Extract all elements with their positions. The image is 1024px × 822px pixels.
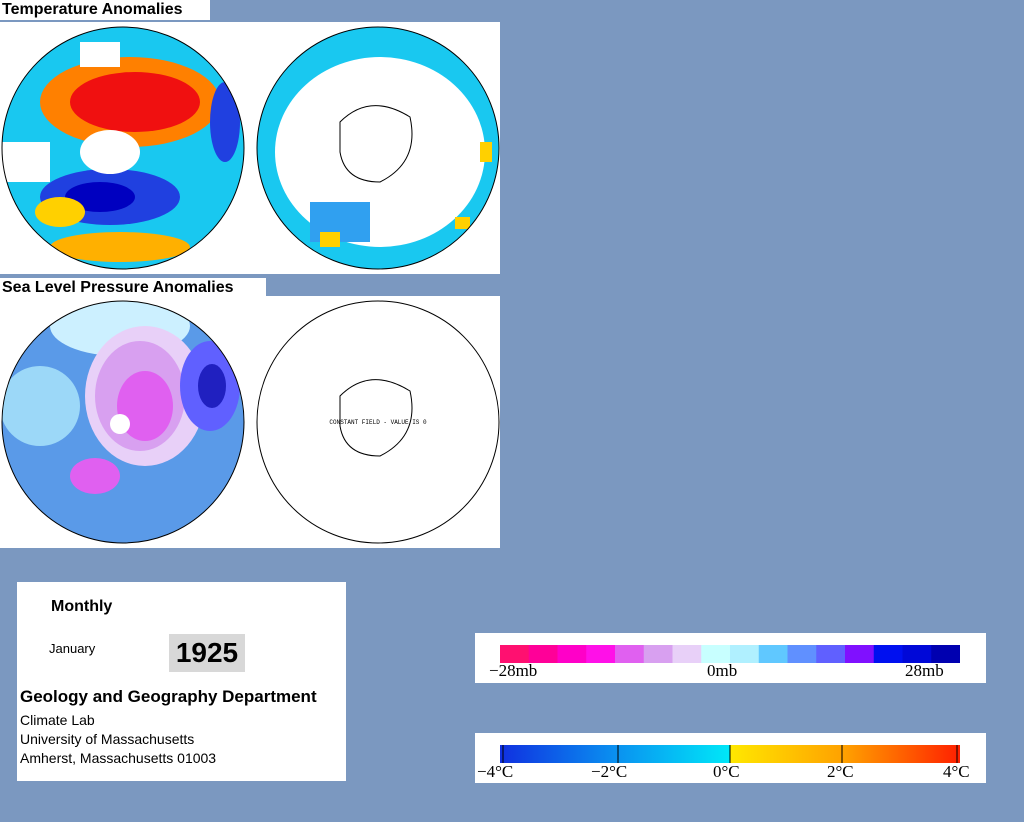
temperature-legend: −4°C −2°C 0°C 2°C 4°C (475, 733, 986, 783)
pressure-legend: −28mb 0mb 28mb (475, 633, 986, 683)
address: Climate Lab University of Massachusetts … (20, 711, 216, 768)
color-swatch (873, 645, 903, 663)
temperature-title: Temperature Anomalies (0, 0, 210, 20)
color-swatch (902, 645, 932, 663)
pressure-colorbar (500, 645, 960, 663)
color-swatch (500, 645, 530, 663)
legend-label: 2°C (827, 762, 854, 781)
period: Monthly (51, 598, 113, 615)
legend-label: −28mb (489, 661, 538, 680)
year: 1925 (169, 634, 245, 672)
legend-label: −4°C (477, 762, 514, 781)
legend-label: 0mb (707, 661, 738, 680)
month: January (49, 641, 96, 656)
legend-label: 4°C (943, 762, 970, 781)
address-line: University of Massachusetts (20, 731, 195, 747)
color-swatch (931, 645, 960, 663)
temperature-maps (0, 22, 500, 274)
constant-note: CONSTANT FIELD - VALUE IS 0 (329, 419, 427, 426)
color-swatch (845, 645, 875, 663)
color-swatch (557, 645, 587, 663)
color-swatch (758, 645, 788, 663)
color-swatch (615, 645, 645, 663)
pressure-title: Sea Level Pressure Anomalies (0, 278, 266, 298)
department: Geology and Geography Department (20, 687, 317, 706)
color-swatch (730, 645, 760, 663)
color-swatch (586, 645, 616, 663)
color-swatch (672, 645, 702, 663)
legend-label: −2°C (591, 762, 628, 781)
color-swatch (701, 645, 731, 663)
color-swatch (643, 645, 673, 663)
color-swatch (528, 645, 558, 663)
legend-label: 28mb (905, 661, 944, 680)
pressure-maps: CONSTANT FIELD - VALUE IS 0 (0, 296, 500, 548)
info-box: Monthly January 1925 Geology and Geograp… (17, 582, 346, 781)
address-line: Amherst, Massachusetts 01003 (20, 750, 217, 766)
legend-label: 0°C (713, 762, 740, 781)
color-swatch (816, 645, 846, 663)
color-swatch (787, 645, 817, 663)
address-line: Climate Lab (20, 712, 95, 728)
temperature-colorbar (500, 745, 960, 763)
